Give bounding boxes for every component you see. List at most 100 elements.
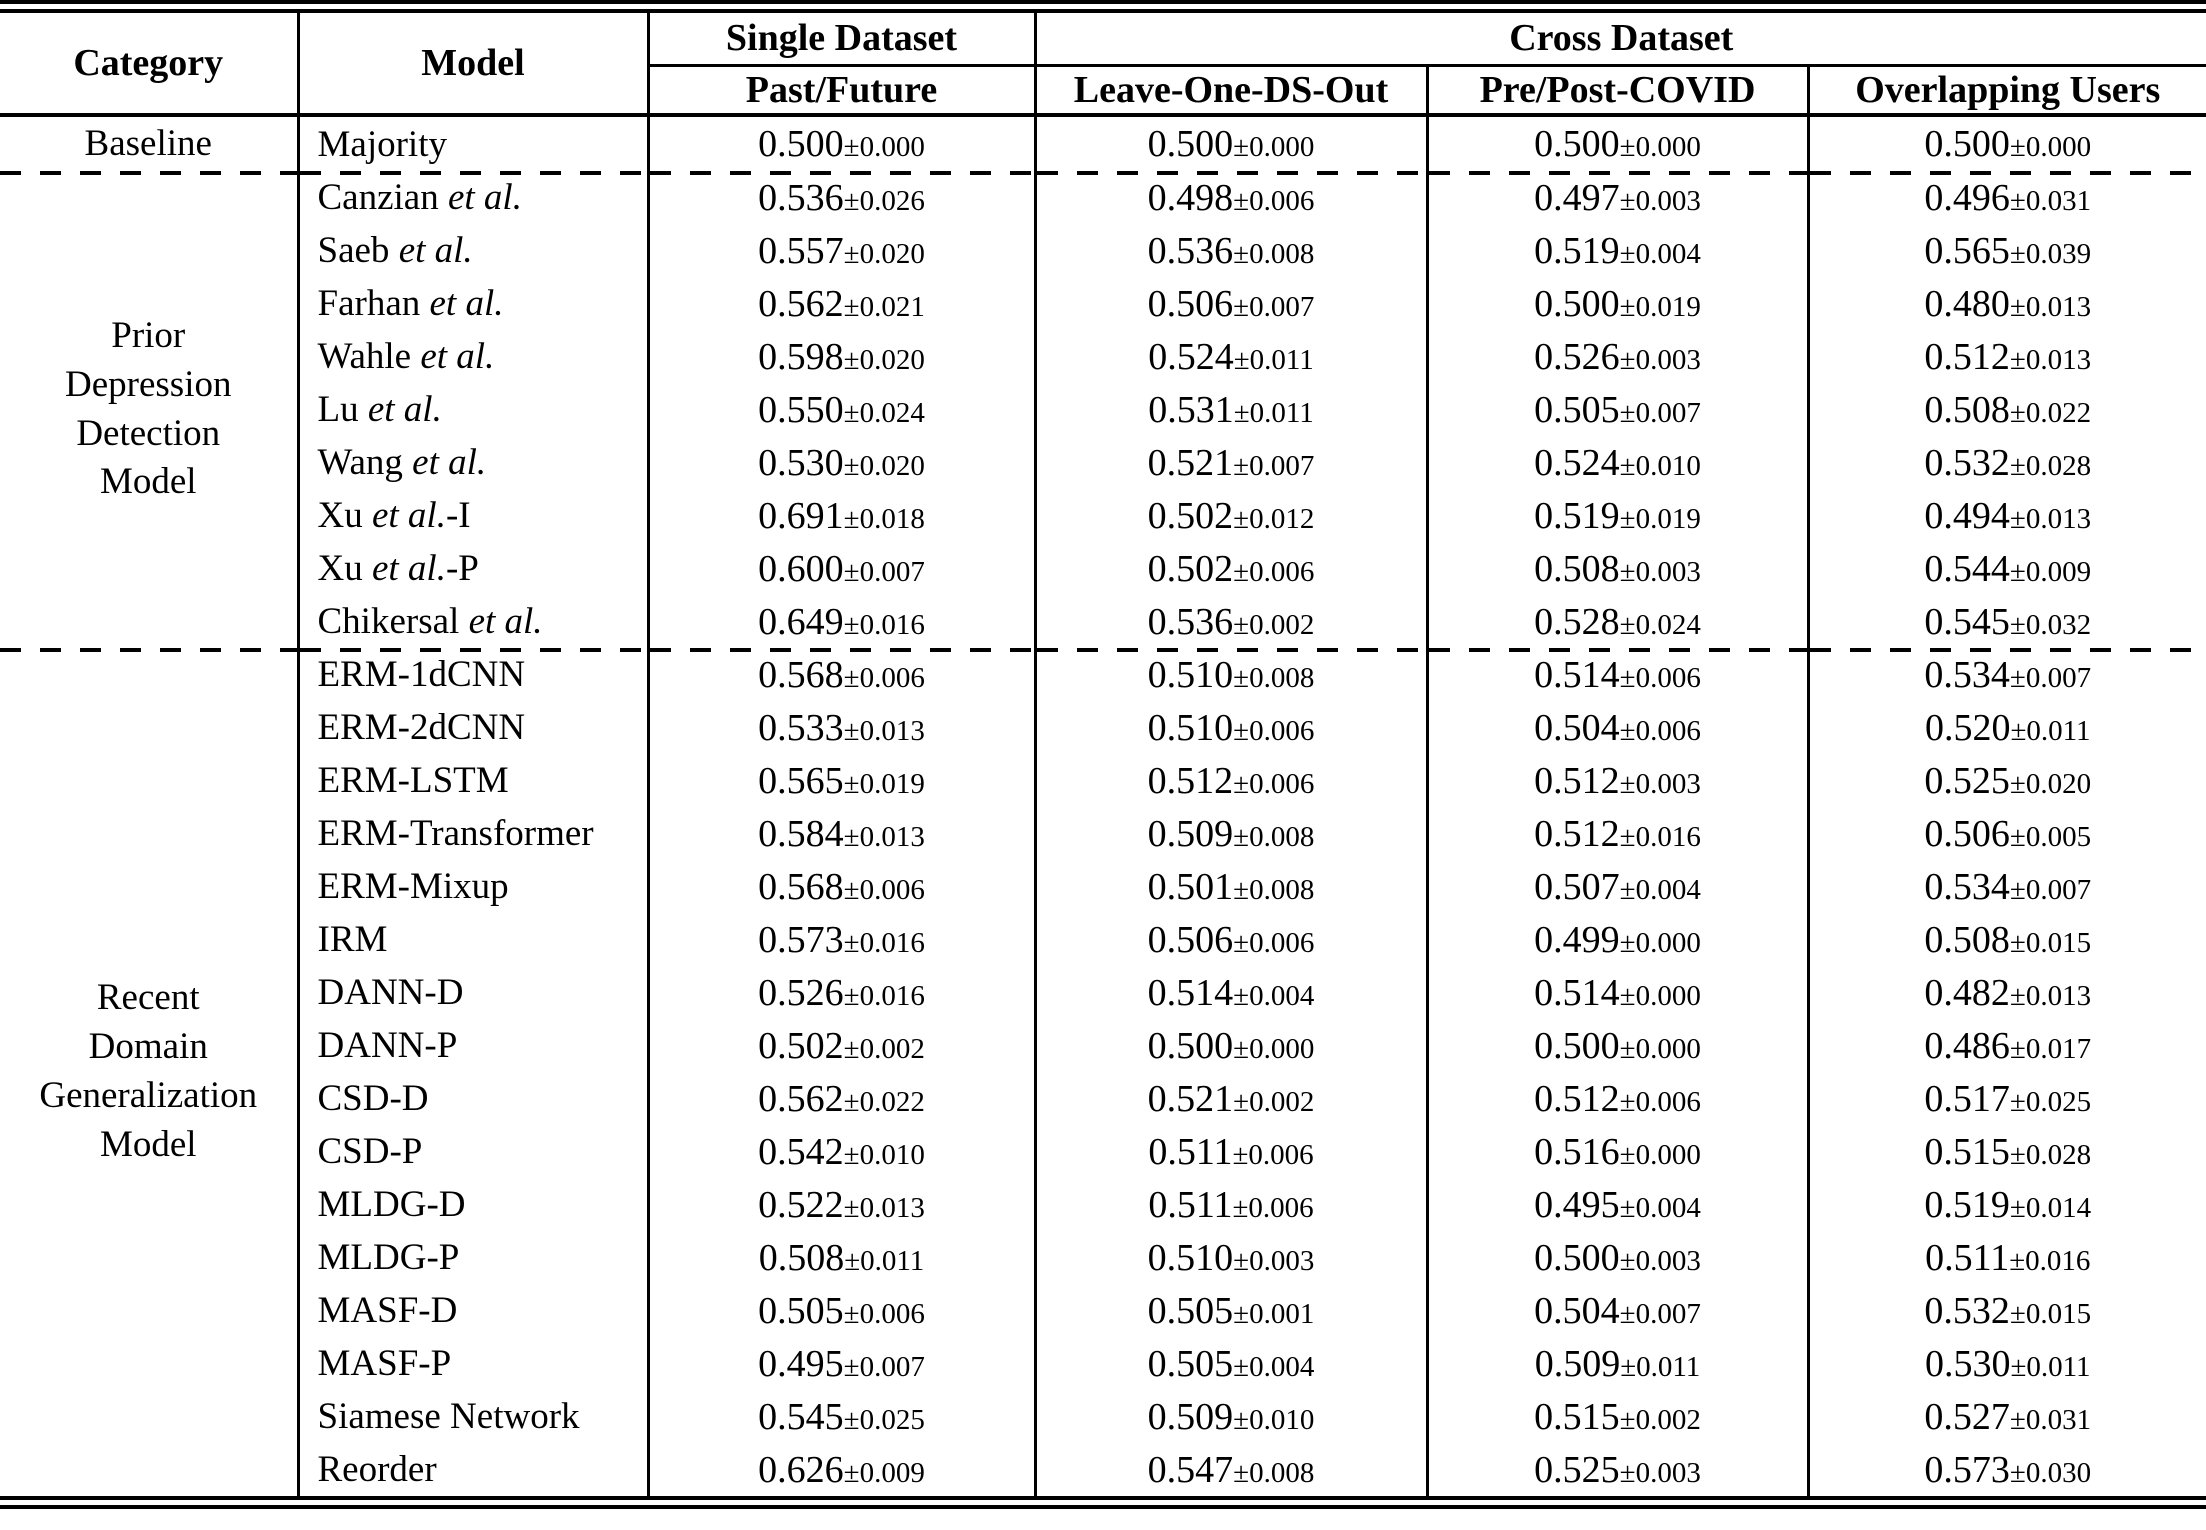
model-name-cell: ERM-Transformer (298, 807, 650, 860)
group-header-cross-dataset: Cross Dataset (1035, 13, 2206, 67)
value-cell: 0.502±0.002 (648, 1019, 1037, 1072)
value-cell: 0.557±0.020 (648, 224, 1037, 277)
value-cell: 0.521±0.007 (1035, 436, 1429, 489)
value-cell: 0.568±0.006 (648, 860, 1037, 913)
model-name-cell: Majority (298, 115, 650, 171)
value-cell: 0.562±0.022 (648, 1072, 1037, 1125)
category-line: Generalization (39, 1075, 258, 1116)
et-al-italic: et al. (420, 336, 495, 377)
value-cell: 0.505±0.004 (1035, 1337, 1429, 1390)
model-name-cell: Xu et al.-I (298, 489, 650, 542)
value-cell: 0.517±0.025 (1924, 1077, 2092, 1120)
model-name-cell: Wang et al. (298, 436, 650, 489)
value-cell: 0.544±0.009 (1924, 547, 2092, 590)
value-cell: 0.486±0.017 (1924, 1024, 2092, 1067)
value-cell: 0.514±0.006 (1427, 648, 1810, 701)
table-row: Reorder 0.626±0.009 0.547±0.008 0.525±0.003… (0, 1443, 2206, 1496)
et-al-italic: et al. (468, 601, 543, 642)
value-cell: 0.499±0.000 (1427, 913, 1810, 966)
table-row: MLDG-P 0.508±0.011 0.510±0.003 0.500±0.003 0… (0, 1231, 2206, 1284)
table-row: Wang et al. 0.530±0.020 0.521±0.007 0.524±0… (0, 436, 2206, 489)
value-cell: 0.545±0.025 (648, 1390, 1037, 1443)
value-cell: 0.550±0.024 (648, 383, 1037, 436)
value-cell: 0.510±0.003 (1035, 1231, 1429, 1284)
value-cell: 0.524±0.010 (1427, 436, 1810, 489)
value-cell: 0.534±0.007 (1924, 865, 2092, 908)
value-cell: 0.565±0.039 (1924, 229, 2092, 272)
table-row: ERM-Transformer 0.584±0.013 0.509±0.008 0.5… (0, 807, 2206, 860)
value-cell: 0.514±0.000 (1427, 966, 1810, 1019)
model-name-cell: IRM (298, 913, 650, 966)
col-header-past-future: Past/Future (648, 65, 1037, 117)
value-cell: 0.524±0.011 (1035, 330, 1429, 383)
table-row: DANN-D 0.526±0.016 0.514±0.004 0.514±0.000 0… (0, 966, 2206, 1019)
value-cell: 0.525±0.003 (1427, 1443, 1810, 1496)
value-cell: 0.530±0.020 (648, 436, 1037, 489)
value-cell: 0.494±0.013 (1924, 494, 2092, 537)
value-cell: 0.504±0.007 (1427, 1284, 1810, 1337)
category-cell: Prior Depression Detection Model (0, 171, 300, 648)
bottom-double-rule (0, 1496, 2206, 1509)
header-row-groups: Category Model Single Dataset Cross Data… (0, 13, 2206, 117)
table-row: Xu et al.-P 0.600±0.007 0.502±0.006 0.508±0… (0, 542, 2206, 595)
value-cell: 0.562±0.021 (648, 277, 1037, 330)
value-cell: 0.506±0.007 (1035, 277, 1429, 330)
value-cell: 0.528±0.024 (1427, 595, 1810, 648)
value-cell: 0.510±0.008 (1035, 648, 1429, 701)
value-cell: 0.565±0.019 (648, 754, 1037, 807)
value-cell: 0.514±0.004 (1035, 966, 1429, 1019)
model-name-cell: Lu et al. (298, 383, 650, 436)
model-name-cell: ERM-LSTM (298, 754, 650, 807)
table-row: Siamese Network 0.545±0.025 0.509±0.010 0.5… (0, 1390, 2206, 1443)
value-cell: 0.500±0.000 (1924, 123, 2092, 165)
et-al-italic: et al. (412, 442, 487, 483)
col-header-category: Category (0, 13, 300, 117)
model-name-cell: Wahle et al. (298, 330, 650, 383)
value-cell: 0.509±0.011 (1427, 1337, 1810, 1390)
value-cell: 0.508±0.011 (648, 1231, 1037, 1284)
value-cell: 0.573±0.030 (1924, 1448, 2092, 1491)
value-cell: 0.502±0.006 (1035, 542, 1429, 595)
value-cell: 0.542±0.010 (648, 1125, 1037, 1178)
value-cell: 0.508±0.022 (1924, 388, 2092, 431)
value-cell: 0.520±0.011 (1924, 706, 2091, 749)
table-row: Recent Domain Generalization Model ERM-1dCNN… (0, 648, 2206, 1496)
table-row: IRM 0.573±0.016 0.506±0.006 0.499±0.000 0.50… (0, 913, 2206, 966)
model-name-cell: CSD-D (298, 1072, 650, 1125)
model-name-cell: Farhan et al. (298, 277, 650, 330)
model-name-cell: Xu et al.-P (298, 542, 650, 595)
table-row: Prior Depression Detection Model Canzian et … (0, 171, 2206, 648)
value-cell: 0.508±0.003 (1427, 542, 1810, 595)
value-cell: 0.506±0.006 (1035, 913, 1429, 966)
value-cell: 0.512±0.003 (1427, 754, 1810, 807)
top-double-rule (0, 0, 2206, 13)
model-name-cell: ERM-Mixup (298, 860, 650, 913)
value-cell: 0.545±0.032 (1924, 600, 2092, 643)
value-cell: 0.505±0.006 (648, 1284, 1037, 1337)
value-cell: 0.482±0.013 (1924, 971, 2092, 1014)
col-header-pre-post-covid: Pre/Post-COVID (1427, 65, 1810, 117)
value-cell: 0.598±0.020 (648, 330, 1037, 383)
model-name-cell: Saeb et al. (298, 224, 650, 277)
table-row: CSD-P 0.542±0.010 0.511±0.006 0.516±0.000 0.… (0, 1125, 2206, 1178)
value-cell: 0.495±0.004 (1427, 1178, 1810, 1231)
value-cell: 0.507±0.004 (1427, 860, 1810, 913)
value-cell: 0.531±0.011 (1035, 383, 1429, 436)
value-cell: 0.512±0.013 (1924, 335, 2092, 378)
value-cell: 0.533±0.013 (648, 701, 1037, 754)
table-row: CSD-D 0.562±0.022 0.521±0.002 0.512±0.006 0.… (0, 1072, 2206, 1125)
header-row-subcolumns: Past/Future Leave-One-DS-Out Pre/Post-CO… (0, 65, 2206, 117)
table-row: Lu et al. 0.550±0.024 0.531±0.011 0.505±0.0… (0, 383, 2206, 436)
model-name-cell: MLDG-P (298, 1231, 650, 1284)
value-cell: 0.495±0.007 (648, 1337, 1037, 1390)
value-cell: 0.530±0.011 (1924, 1342, 2091, 1385)
category-line: Depression (65, 363, 232, 405)
value-cell: 0.497±0.003 (1427, 171, 1810, 224)
table-row: MASF-D 0.505±0.006 0.505±0.001 0.504±0.007 0… (0, 1284, 2206, 1337)
model-name-cell: MASF-P (298, 1337, 650, 1390)
value-cell: 0.573±0.016 (648, 913, 1037, 966)
table-row: Baseline Majority 0.500±0.000 0.500±0.000 0.… (0, 115, 2206, 171)
model-name-cell: Siamese Network (298, 1390, 650, 1443)
category-line: Model (99, 1123, 197, 1165)
